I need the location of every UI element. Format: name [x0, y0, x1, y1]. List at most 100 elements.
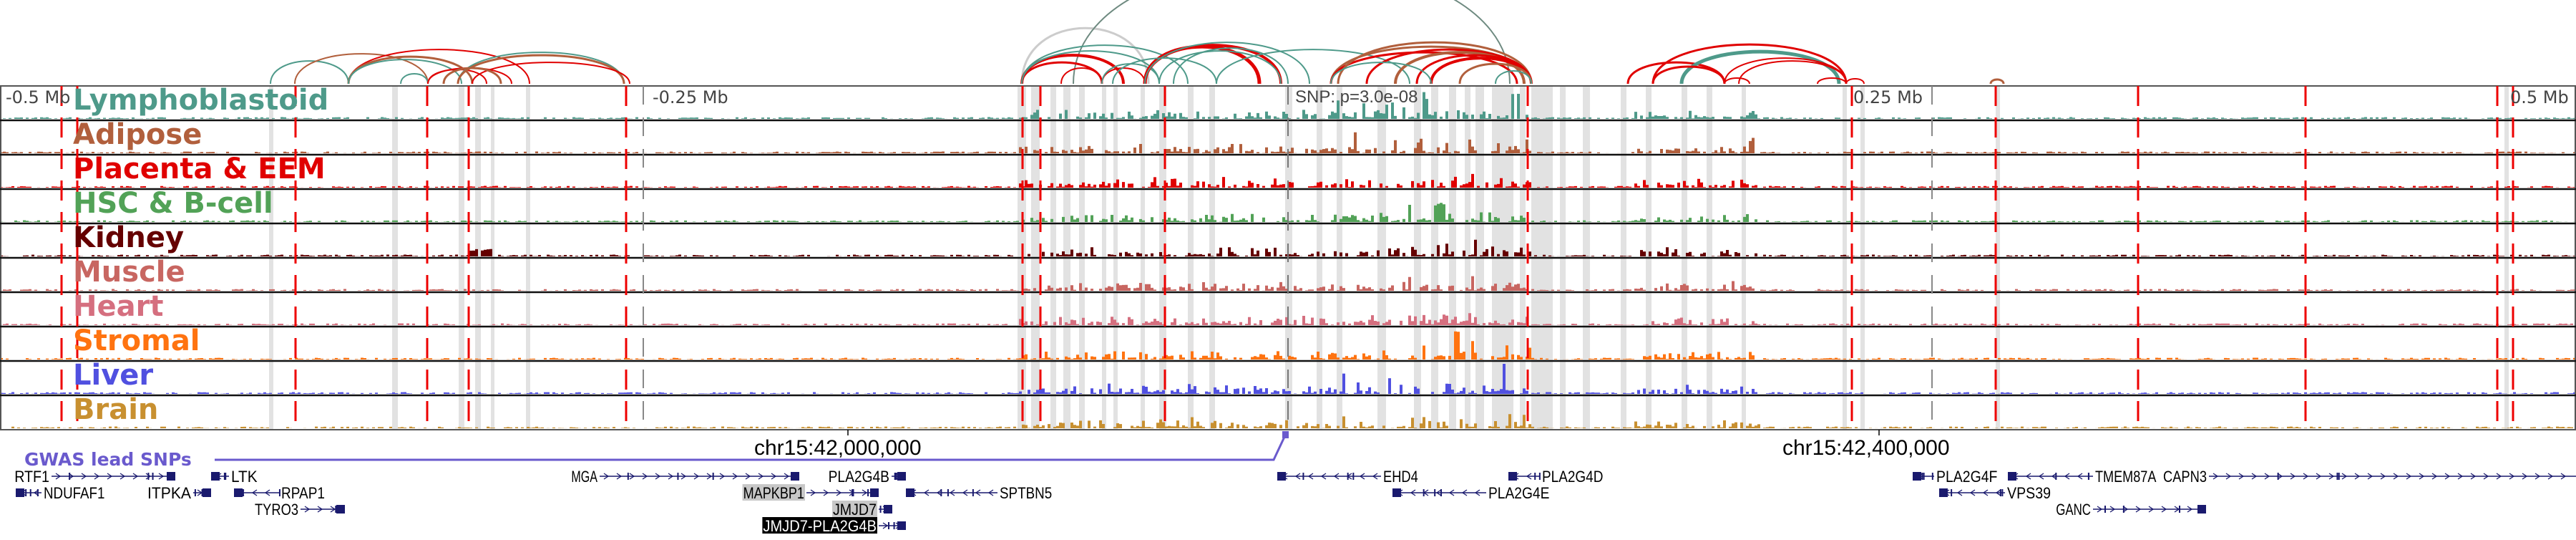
gene-ganc[interactable]: GANC: [2056, 501, 2206, 519]
gene-mga[interactable]: MGA: [571, 468, 799, 486]
gene-tmem87a[interactable]: TMEM87A: [2008, 468, 2157, 486]
exon: [972, 489, 974, 496]
gwas-lead-snp-marker[interactable]: [1282, 431, 1289, 438]
gene-pla2g4f[interactable]: PLA2G4F: [1913, 468, 1997, 486]
gene-label-highlight: [742, 484, 805, 501]
utr-block: [234, 488, 243, 497]
gwas-track-label[interactable]: GWAS lead SNPs: [24, 449, 192, 470]
distance-axis: -0.5 Mb -0.25 Mb 0.25 Mb 0.5 Mb SNP: p=3…: [6, 87, 2569, 107]
gene-label[interactable]: PLA2G4E: [1488, 484, 1549, 502]
exon: [36, 489, 39, 496]
exon: [852, 489, 854, 496]
gene-label[interactable]: LTK: [231, 468, 258, 486]
gene-label[interactable]: RTF1: [14, 468, 49, 486]
exon: [69, 473, 71, 480]
exon: [1534, 473, 1536, 480]
exon: [223, 473, 225, 480]
chromatin-loop-arc: [1626, 61, 1726, 85]
exon: [242, 489, 244, 496]
gene-label[interactable]: ITPKA: [147, 484, 191, 502]
gene-label[interactable]: MGA: [571, 468, 597, 486]
utr-block: [203, 488, 211, 497]
gene-jmjd7[interactable]: JMJD7: [832, 501, 892, 519]
gene-itpka[interactable]: ITPKA: [147, 484, 211, 502]
axis-label-minus-0.5: -0.5 Mb: [6, 87, 70, 107]
utr-block: [870, 488, 879, 497]
utr-block: [336, 505, 345, 514]
exon: [2104, 506, 2106, 513]
chromatin-loop-arc: [1738, 60, 1847, 85]
exon: [1951, 489, 1953, 496]
strand-arrows: [2212, 473, 2567, 480]
gene-label[interactable]: VPS39: [2007, 484, 2051, 502]
gene-label[interactable]: PLA2G4B: [829, 468, 889, 486]
gene-label-highlight: [832, 501, 877, 517]
gene-label[interactable]: PLA2G4F: [1936, 468, 1997, 486]
exon: [201, 489, 203, 496]
exon: [894, 473, 896, 480]
chromatin-loop-arc: [1112, 57, 1217, 85]
gene-sptbn5[interactable]: SPTBN5: [906, 484, 1052, 502]
gene-jmjd7-pla2g4b[interactable]: JMJD7-PLA2G4B: [762, 517, 906, 535]
chromatin-loop-arc: [1330, 51, 1518, 85]
track-label-brain: Brain: [73, 393, 158, 426]
exon: [1440, 489, 1443, 496]
exon: [225, 473, 227, 480]
axis-label-0.5: 0.5 Mb: [2510, 87, 2569, 107]
gene-label[interactable]: NDUFAF1: [44, 484, 104, 502]
gene-ltk[interactable]: LTK: [211, 468, 258, 486]
exon: [940, 489, 942, 496]
exon: [2055, 473, 2057, 480]
exon: [152, 473, 154, 480]
gene-label-highlight: [762, 517, 877, 534]
gene-label[interactable]: RPAP1: [281, 484, 325, 502]
gene-label[interactable]: PLA2G4D: [1542, 468, 1603, 486]
gene-label[interactable]: EHD4: [1383, 468, 1418, 486]
gene-label[interactable]: CAPN3: [2163, 468, 2207, 486]
chromatin-loop-arc: [348, 59, 462, 85]
gene-tyro3[interactable]: TYRO3: [255, 501, 345, 519]
gene-label[interactable]: JMJD7-PLA2G4B: [763, 517, 877, 535]
track-label-muscle: Muscle: [73, 256, 185, 289]
gene-mapkbp1[interactable]: MAPKBP1: [742, 484, 879, 502]
exon: [2001, 489, 2004, 496]
gene-label[interactable]: MAPKBP1: [743, 484, 804, 502]
utr-block: [884, 505, 892, 514]
gene-ndufaf1[interactable]: NDUFAF1: [16, 484, 104, 502]
exon: [879, 506, 882, 513]
chromatin-loop-arc-long: [1073, 0, 1511, 85]
gene-capn3[interactable]: CAPN3: [2163, 468, 2576, 486]
chromatin-loop-arc: [1652, 65, 1726, 85]
chromatin-loop-arc: [1845, 78, 1865, 85]
exon: [852, 489, 854, 496]
gene-pla2g4b[interactable]: PLA2G4B: [829, 468, 906, 486]
gene-vps39[interactable]: VPS39: [1939, 484, 2051, 502]
utr-block: [211, 472, 220, 481]
gene-label[interactable]: SPTBN5: [1000, 484, 1052, 502]
chromatin-loop-arc: [1495, 70, 1532, 85]
gene-pla2g4d[interactable]: PLA2G4D: [1508, 468, 1603, 486]
chromatin-loop-arc: [1394, 51, 1526, 85]
chromatin-loop-arc: [1724, 57, 1847, 85]
track-label-lymphoblastoid: Lymphoblastoid: [73, 84, 328, 117]
gene-ehd4[interactable]: EHD4: [1277, 468, 1418, 486]
gene-label[interactable]: GANC: [2056, 501, 2091, 519]
gene-label[interactable]: TMEM87A: [2095, 468, 2157, 486]
utr-block: [897, 521, 906, 530]
chromatin-loop-arc: [1989, 78, 2005, 85]
chromatin-loop-arc: [1021, 50, 1160, 85]
gene-rpap1[interactable]: RPAP1: [234, 484, 325, 502]
utr-block: [16, 488, 24, 497]
chromatin-loop-arc-gray: [1020, 26, 1150, 85]
gene-label[interactable]: JMJD7: [833, 501, 877, 519]
exon: [893, 522, 895, 529]
exon: [2179, 506, 2181, 513]
gene-rtf1[interactable]: RTF1: [14, 468, 175, 486]
exon: [2087, 473, 2089, 480]
gene-pla2g4e[interactable]: PLA2G4E: [1392, 484, 1549, 502]
exon: [712, 473, 714, 480]
gene-label[interactable]: TYRO3: [255, 501, 298, 519]
gwas-snp-connector: [215, 435, 1287, 461]
